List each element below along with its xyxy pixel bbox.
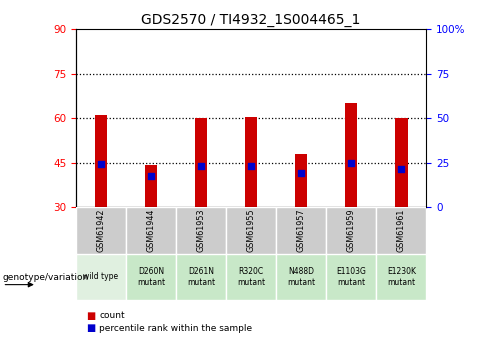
- Bar: [395, 118, 408, 207]
- Text: D260N
mutant: D260N mutant: [137, 267, 165, 287]
- Text: GSM61953: GSM61953: [196, 208, 206, 252]
- Text: percentile rank within the sample: percentile rank within the sample: [99, 324, 253, 333]
- Text: R320C
mutant: R320C mutant: [237, 267, 265, 287]
- Text: ■: ■: [86, 324, 95, 333]
- Text: E1103G
mutant: E1103G mutant: [336, 267, 366, 287]
- Bar: [376, 254, 426, 300]
- Bar: [226, 207, 276, 254]
- Bar: [126, 254, 176, 300]
- Bar: [176, 254, 226, 300]
- Bar: [76, 254, 126, 300]
- Point: [297, 170, 305, 176]
- Text: wild type: wild type: [83, 272, 119, 282]
- Bar: [195, 118, 207, 207]
- Bar: [245, 117, 257, 207]
- Point: [247, 163, 255, 168]
- Text: E1230K
mutant: E1230K mutant: [387, 267, 416, 287]
- Bar: [326, 207, 376, 254]
- Point: [197, 164, 205, 169]
- Point: [397, 166, 405, 171]
- Text: ■: ■: [86, 311, 95, 321]
- Text: GSM61942: GSM61942: [97, 208, 105, 252]
- Text: GSM61957: GSM61957: [296, 208, 306, 252]
- Point: [147, 173, 155, 179]
- Title: GDS2570 / TI4932_1S004465_1: GDS2570 / TI4932_1S004465_1: [142, 13, 361, 27]
- Bar: [326, 254, 376, 300]
- Point: [347, 160, 355, 166]
- Bar: [345, 104, 358, 207]
- Bar: [276, 207, 326, 254]
- Text: genotype/variation: genotype/variation: [2, 273, 89, 282]
- Bar: [145, 165, 157, 207]
- Point: [97, 161, 105, 167]
- Text: GSM61961: GSM61961: [397, 209, 406, 252]
- Bar: [295, 154, 307, 207]
- Text: N488D
mutant: N488D mutant: [287, 267, 315, 287]
- Bar: [95, 115, 107, 207]
- Text: GSM61959: GSM61959: [347, 208, 356, 252]
- Text: GSM61944: GSM61944: [147, 209, 155, 252]
- Bar: [126, 207, 176, 254]
- Bar: [226, 254, 276, 300]
- Text: D261N
mutant: D261N mutant: [187, 267, 215, 287]
- Text: GSM61955: GSM61955: [246, 208, 256, 252]
- Bar: [376, 207, 426, 254]
- Text: count: count: [99, 311, 125, 320]
- Bar: [276, 254, 326, 300]
- Bar: [76, 207, 126, 254]
- Bar: [176, 207, 226, 254]
